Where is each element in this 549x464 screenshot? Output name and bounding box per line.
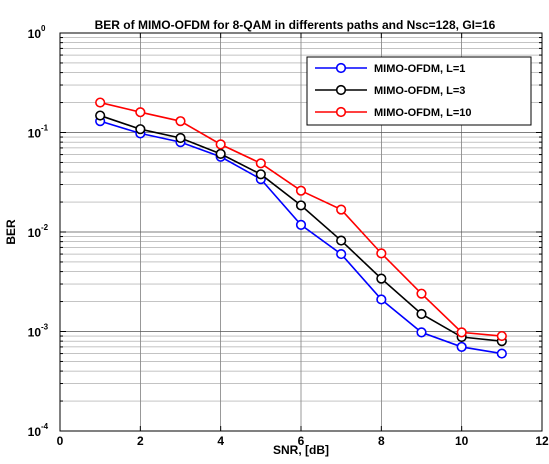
data-point (95, 110, 106, 121)
data-point (336, 204, 347, 215)
y-tick-base: 10 (28, 425, 42, 439)
y-tick-label: 10 0 (28, 24, 46, 41)
y-tick-label: 10 -2 (28, 223, 49, 240)
x-tick-label: 6 (298, 434, 305, 448)
data-point (175, 132, 186, 144)
y-tick-exponent: -2 (41, 223, 49, 232)
y-tick-label: 10 -3 (28, 323, 49, 340)
data-point (175, 116, 186, 127)
legend-label: MIMO-OFDM, L=3 (374, 85, 465, 97)
y-tick-base: 10 (28, 326, 42, 340)
x-tick-label: 2 (137, 434, 144, 448)
data-point (215, 148, 226, 159)
data-point (376, 273, 387, 284)
legend-entry: MIMO-OFDM, L=10 (315, 106, 471, 119)
series-layer (95, 97, 507, 359)
legend-label: MIMO-OFDM, L=10 (374, 107, 471, 119)
data-point (456, 341, 467, 353)
legend-entry: MIMO-OFDM, L=1 (315, 62, 465, 75)
x-tick-labels: 0 2 4 6 8 10 12 (57, 434, 549, 448)
data-point (215, 139, 226, 150)
y-tick-exponent: -3 (41, 323, 49, 332)
data-point (135, 124, 146, 135)
data-point (416, 308, 427, 320)
data-point (336, 235, 347, 246)
legend-entry: MIMO-OFDM, L=3 (315, 84, 465, 97)
data-point (255, 158, 266, 169)
data-point (95, 97, 106, 108)
data-point (496, 330, 507, 342)
legend: MIMO-OFDM, L=1 MIMO-OFDM, L=3 MIMO-OFDM, L… (306, 56, 532, 126)
y-tick-exponent: 0 (41, 24, 46, 33)
data-point (336, 248, 347, 260)
y-tick-base: 10 (28, 226, 42, 240)
legend-marker (335, 62, 347, 74)
chart-title: BER of MIMO-OFDM for 8-QAM in differents… (95, 18, 496, 32)
y-tick-base: 10 (28, 127, 42, 141)
data-point (416, 288, 427, 299)
data-point (295, 219, 307, 230)
legend-marker (335, 84, 347, 96)
y-tick-base: 10 (28, 27, 42, 41)
tick-marks (59, 33, 543, 432)
x-tick-label: 10 (455, 434, 469, 448)
data-point (496, 348, 507, 359)
x-axis-label: SNR, [dB] (273, 443, 329, 457)
data-point (456, 327, 467, 338)
y-tick-exponent: -4 (41, 422, 49, 431)
data-point (295, 200, 307, 211)
data-point (295, 185, 307, 196)
x-tick-label: 4 (217, 434, 224, 448)
y-tick-exponent: -1 (41, 124, 49, 133)
data-point (255, 169, 266, 180)
series-2 (95, 110, 507, 347)
y-axis-label: BER (4, 219, 18, 245)
series-3 (95, 97, 507, 342)
data-point (376, 248, 387, 259)
data-point (416, 327, 427, 338)
y-tick-label: 10 -4 (28, 422, 49, 439)
y-tick-label: 10 -1 (28, 124, 49, 141)
legend-label: MIMO-OFDM, L=1 (374, 63, 465, 75)
x-tick-label: 12 (535, 434, 549, 448)
data-point (376, 294, 387, 305)
x-tick-label: 8 (378, 434, 385, 448)
data-point (135, 107, 146, 118)
x-tick-label: 0 (57, 434, 64, 448)
legend-marker (335, 106, 347, 118)
